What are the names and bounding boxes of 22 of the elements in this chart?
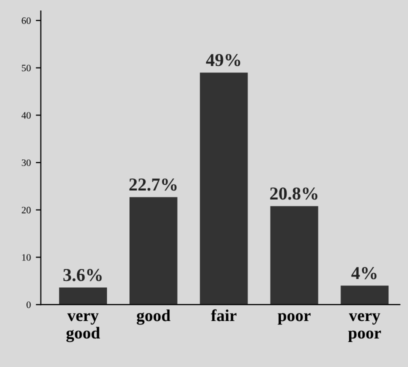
x-tick-label: very poor [348,313,381,342]
x-tick-label: very good [66,313,100,342]
data-label: 49% [206,54,240,66]
y-tick-label: 50 [22,64,31,72]
y-tick-label: 60 [22,17,31,24]
y-tick-label: 10 [22,254,31,261]
x-tick-label: poor [278,313,311,325]
y-tick-label: 0 [26,302,31,308]
x-tick-label: fair [211,309,236,322]
data-label: 4% [351,267,376,280]
x-tick-label: good [136,309,170,325]
y-tick-label: 40 [22,112,31,119]
bar [130,197,178,305]
bar [340,286,389,305]
y-tick-label: 30 [22,159,31,166]
bar [200,72,248,305]
bar [59,288,107,305]
bar [270,206,318,305]
data-label: 3.6% [63,268,102,282]
y-tick-label: 20 [22,206,31,214]
data-label: 22.7% [129,178,177,191]
data-label: 20.8% [270,187,318,200]
